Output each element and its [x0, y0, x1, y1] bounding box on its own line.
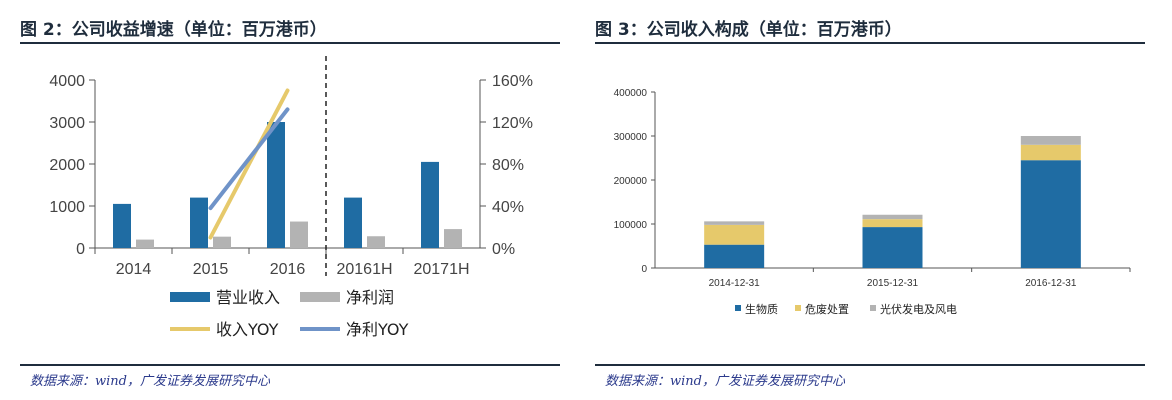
- pv-wind-segment: [862, 214, 923, 220]
- x-tick-label: 20161H: [336, 261, 392, 278]
- y-left-tick-label: 0: [76, 241, 85, 258]
- y-tick-label: 400000: [614, 88, 648, 99]
- net-profit-bar: [444, 229, 462, 248]
- y-left-tick-label: 4000: [49, 73, 85, 90]
- hazardous-waste-segment: [704, 224, 765, 245]
- legend-label: 光伏发电及风电: [880, 302, 957, 316]
- net-profit-bar: [213, 236, 231, 248]
- y-right-tick-label: 80%: [492, 157, 524, 174]
- figure-3-bottom-rule: [595, 364, 1145, 366]
- net-profit-bar: [290, 221, 308, 248]
- legend-label: 收入YOY: [216, 320, 279, 339]
- figure-3-panel: 图 3：公司收入构成（单位：百万港币） 0 100000 200000 300000 4…: [595, 0, 1145, 400]
- y-right-tick-label: 0%: [492, 241, 515, 258]
- x-tick-label: 2016-12-31: [1025, 278, 1077, 289]
- revenue-bar: [190, 197, 208, 248]
- legend-swatch: [300, 292, 340, 302]
- x-tick-label: 2015-12-31: [867, 278, 919, 289]
- pv-wind-segment: [1020, 136, 1081, 145]
- y-tick-label: 300000: [614, 132, 648, 143]
- legend-label: 危废处置: [805, 302, 849, 316]
- y-left-tick-label: 3000: [49, 115, 85, 132]
- x-tick-label: 2014: [116, 261, 152, 278]
- legend-label: 生物质: [745, 302, 778, 316]
- figure-2-bottom-rule: [20, 364, 560, 366]
- net-profit-bar: [136, 239, 154, 248]
- figure-3-title: 图 3：公司收入构成（单位：百万港币）: [595, 20, 902, 40]
- figure-2-top-rule: [20, 42, 560, 44]
- y-left-tick-label: 1000: [49, 199, 85, 216]
- revenue-bar: [267, 122, 285, 248]
- net-profit-yoy-line: [208, 107, 290, 211]
- figure-2-source: 数据来源：wind，广发证券发展研究中心: [30, 374, 270, 389]
- legend-swatch: [170, 292, 210, 302]
- figure-3-source: 数据来源：wind，广发证券发展研究中心: [605, 374, 845, 389]
- revenue-yoy-line: [208, 88, 290, 240]
- x-tick-label: 2016: [270, 261, 306, 278]
- net-profit-bar: [367, 236, 385, 248]
- biomass-segment: [1020, 160, 1081, 268]
- hazardous-waste-segment: [1020, 144, 1081, 161]
- revenue-bar: [344, 197, 362, 248]
- x-tick-label: 2014-12-31: [709, 278, 761, 289]
- y-right-tick-label: 40%: [492, 199, 524, 216]
- revenue-bar: [421, 161, 439, 248]
- y-left-tick-label: 2000: [49, 157, 85, 174]
- hazardous-waste-segment: [862, 219, 923, 228]
- figure-3-top-rule: [595, 42, 1145, 44]
- pv-wind-segment: [704, 221, 765, 225]
- legend-label: 营业收入: [216, 288, 280, 307]
- legend-swatch: [735, 305, 741, 311]
- figure-3-chart: 0 100000 200000 300000 400000 2014-12-31 2015-…: [614, 88, 1131, 316]
- x-tick-label: 2015: [193, 261, 229, 278]
- y-right-tick-label: 160%: [492, 73, 533, 90]
- legend-swatch: [795, 305, 801, 311]
- figure-2-chart: 0 1000 2000 3000 4000 0% 40% 80% 120% 160% 2014 201…: [49, 56, 533, 339]
- y-tick-label: 100000: [614, 220, 648, 231]
- x-tick-label: 20171H: [413, 261, 469, 278]
- figure-2-title: 图 2：公司收益增速（单位：百万港币）: [20, 20, 327, 40]
- figure-2-panel: 图 2：公司收益增速（单位：百万港币） 0 1000 2000 3000 4000 0% 4…: [20, 0, 560, 400]
- revenue-bar: [113, 203, 131, 248]
- biomass-segment: [704, 244, 765, 268]
- y-tick-label: 0: [641, 264, 647, 275]
- legend-swatch: [870, 305, 876, 311]
- legend-label: 净利润: [346, 288, 394, 307]
- y-right-tick-label: 120%: [492, 115, 533, 132]
- legend-label: 净利YOY: [346, 320, 409, 339]
- biomass-segment: [862, 227, 923, 268]
- y-tick-label: 200000: [614, 176, 648, 187]
